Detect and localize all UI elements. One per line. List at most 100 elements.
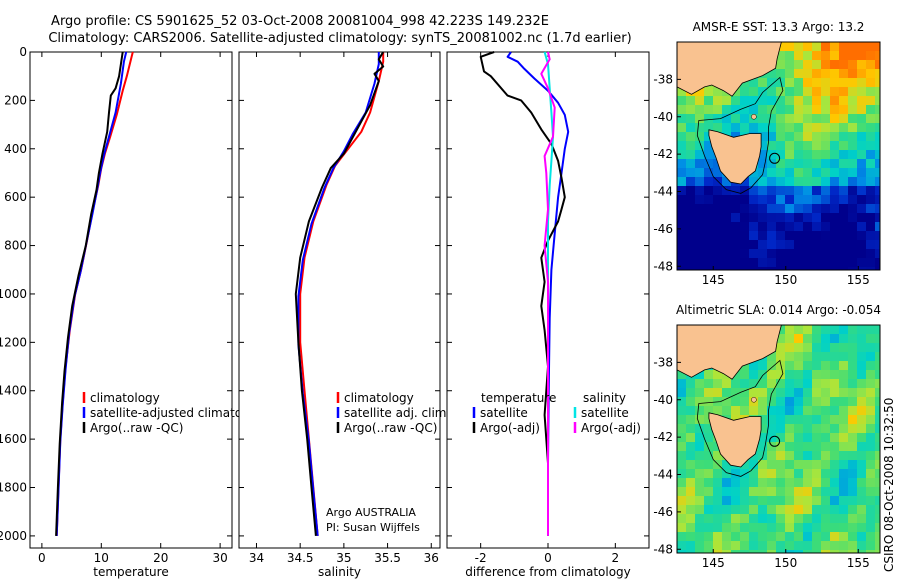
sst_map-heatmap-cell — [812, 60, 822, 70]
sla_map-heatmap-cell — [803, 532, 813, 542]
sst_map-heatmap-cell — [866, 123, 876, 133]
sla_map-heatmap-cell — [794, 487, 804, 497]
sst_map-heatmap-cell — [785, 141, 795, 151]
sla_map-heatmap-cell — [677, 406, 687, 416]
sla_map-heatmap-cell — [785, 406, 795, 416]
sst_map-heatmap-cell — [758, 78, 768, 88]
sst_map-heatmap-cell — [704, 159, 714, 169]
sla_map-heatmap-cell — [812, 406, 822, 416]
sla_map-heatmap-cell — [713, 388, 723, 398]
sst_map-heatmap-cell — [812, 78, 822, 88]
sst_map-heatmap-cell — [731, 204, 741, 214]
sla_map-heatmap-cell — [749, 388, 759, 398]
sla_map-heatmap-cell — [875, 541, 881, 551]
sst_map-heatmap-cell — [839, 231, 849, 241]
sst_map-heatmap-cell — [803, 114, 813, 124]
sla_map-heatmap-cell — [785, 442, 795, 452]
sst_map-heatmap-cell — [830, 159, 840, 169]
figure-title-line1: Argo profile: CS 5901625_52 03-Oct-2008 … — [51, 14, 549, 29]
sla_map-heatmap-cell — [857, 361, 867, 371]
sst_map-heatmap-cell — [794, 258, 804, 268]
sla_map-heatmap-cell — [758, 478, 768, 488]
diff-legend-temperature-title: temperature — [481, 391, 556, 405]
sla_map-heatmap-cell — [830, 388, 840, 398]
sst_map-heatmap-cell — [785, 213, 795, 223]
sst_map-heatmap-cell — [848, 258, 858, 268]
sst_map-heatmap-cell — [866, 240, 876, 250]
sst_map-heatmap-cell — [677, 231, 687, 241]
sla_map-heatmap-cell — [722, 541, 732, 551]
sla_map-heatmap-cell — [875, 523, 881, 533]
sla_map-heatmap-cell — [785, 325, 795, 335]
sst_map-heatmap-cell — [866, 105, 876, 115]
sst_map-heatmap-cell — [794, 123, 804, 133]
sst_map-heatmap-cell — [875, 42, 881, 52]
sla_map-heatmap-cell — [749, 460, 759, 470]
sst_map-heatmap-cell — [857, 105, 867, 115]
sst_map-heatmap-cell — [875, 60, 881, 70]
salinity-xtick-label: 35.5 — [374, 551, 401, 565]
sst_map-heatmap-cell — [758, 177, 768, 187]
sst_map-heatmap-cell — [722, 258, 732, 268]
sst_map-heatmap-cell — [767, 132, 777, 142]
sla_map-heatmap-cell — [839, 487, 849, 497]
sst_map-heatmap-cell — [839, 177, 849, 187]
sst_map-heatmap-cell — [740, 105, 750, 115]
sst_map-heatmap-cell — [857, 186, 867, 196]
sst_map-heatmap-cell — [875, 249, 881, 259]
sla_map-heatmap-cell — [686, 406, 696, 416]
sla_map-heatmap-cell — [839, 460, 849, 470]
sla_map-heatmap-cell — [821, 397, 831, 407]
sst_map-heatmap-cell — [875, 177, 881, 187]
sla_map-heatmap-cell — [821, 406, 831, 416]
sla_map-heatmap-cell — [695, 541, 705, 551]
salinity-xtick-label: 35 — [336, 551, 351, 565]
sla_map-heatmap-cell — [686, 442, 696, 452]
sla_map-heatmap-cell — [839, 505, 849, 515]
sla_map-heatmap-cell — [758, 541, 768, 551]
sst_map-heatmap-cell — [812, 222, 822, 232]
sst_map-heatmap-cell — [704, 177, 714, 187]
sst_map-heatmap-cell — [830, 69, 840, 79]
sla_map-heatmap-cell — [848, 361, 858, 371]
sla_map-heatmap-cell — [740, 523, 750, 533]
sla_map-heatmap-cell — [866, 469, 876, 479]
sst_map-heatmap-cell — [776, 51, 786, 61]
sst_map-heatmap-cell — [695, 249, 705, 259]
sst_map-heatmap-cell — [731, 231, 741, 241]
sla_map-heatmap-cell — [686, 469, 696, 479]
sst_map-heatmap-cell — [704, 249, 714, 259]
sla_map-heatmap-cell — [722, 523, 732, 533]
sla_map-heatmap-cell — [866, 496, 876, 506]
sla_map-heatmap-cell — [794, 433, 804, 443]
sst_map-heatmap-cell — [677, 141, 687, 151]
sst_map-heatmap-cell — [848, 132, 858, 142]
sla_map-heatmap-cell — [875, 433, 881, 443]
sla_map-heatmap-cell — [785, 388, 795, 398]
sla_map-heatmap-cell — [767, 379, 777, 389]
sst_map-heatmap-cell — [839, 141, 849, 151]
sst_map-heatmap-cell — [848, 213, 858, 223]
sst_map-heatmap-cell — [821, 195, 831, 205]
sst_map-heatmap-cell — [830, 213, 840, 223]
sst_map-heatmap-cell — [785, 222, 795, 232]
sst_map-heatmap-cell — [803, 177, 813, 187]
sla_map-heatmap-cell — [848, 415, 858, 425]
sst_map-xtick-label: 145 — [702, 273, 725, 287]
sla_map-heatmap-cell — [803, 514, 813, 524]
sla_map-heatmap-cell — [830, 469, 840, 479]
sla_map-heatmap-cell — [875, 379, 881, 389]
sla_map-heatmap-cell — [758, 379, 768, 389]
sst_map-heatmap-cell — [821, 177, 831, 187]
sla_map-heatmap-cell — [794, 352, 804, 362]
sla_map-heatmap-cell — [839, 523, 849, 533]
sst_map-heatmap-cell — [695, 231, 705, 241]
difference-xtick-label: 0 — [544, 551, 552, 565]
sla_map-heatmap-cell — [749, 469, 759, 479]
sla_map-heatmap-cell — [803, 523, 813, 533]
sst_map-heatmap-cell — [758, 150, 768, 160]
sla_map-heatmap-cell — [704, 415, 714, 425]
sla_map-heatmap-cell — [686, 397, 696, 407]
sst_map-heatmap-cell — [821, 240, 831, 250]
sla_map-ytick-label: -48 — [653, 542, 673, 556]
